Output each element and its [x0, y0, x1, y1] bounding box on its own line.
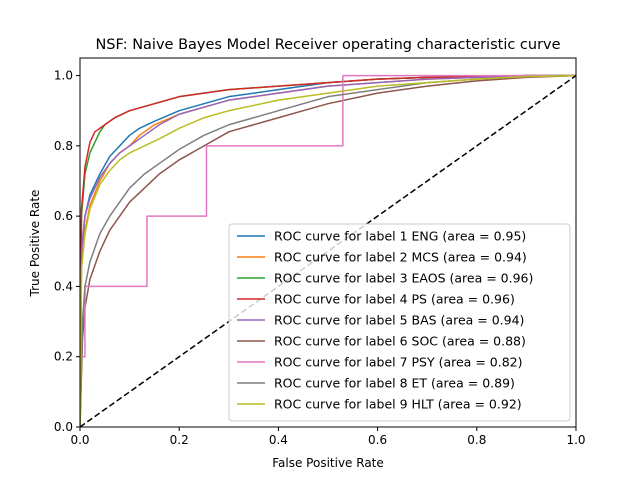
- plot-area: [80, 74, 576, 427]
- y-tick-label: 0.6: [54, 209, 73, 223]
- legend-entry-label: ROC curve for label 6 SOC (area = 0.88): [274, 334, 526, 349]
- x-tick-label: 0.2: [170, 433, 189, 447]
- legend: ROC curve for label 1 ENG (area = 0.95) R…: [228, 223, 571, 422]
- roc-curve-series-5: [80, 74, 576, 427]
- roc-curve-series-7: [80, 74, 576, 427]
- x-tick-label: 0.8: [467, 433, 486, 447]
- legend-entry-label: ROC curve for label 4 PS (area = 0.96): [274, 292, 515, 307]
- x-tick-label: 1.0: [566, 433, 585, 447]
- roc-curve-series-4: [80, 74, 576, 427]
- y-axis-label: True Positive Rate: [28, 190, 42, 298]
- x-tick-label: 0.4: [269, 433, 288, 447]
- roc-curve-series-9: [80, 74, 576, 427]
- x-tick-label: 0.6: [368, 433, 387, 447]
- legend-entry-label: ROC curve for label 5 BAS (area = 0.94): [274, 313, 524, 328]
- axis-ticks: 0.0 0.2 0.4 0.6 0.8 1.0 0.0 0.2 0.4 0.6 0.8 1.0: [54, 69, 586, 447]
- roc-curve-series-6: [80, 74, 576, 427]
- legend-entry-label: ROC curve for label 1 ENG (area = 0.95): [274, 229, 526, 244]
- legend-entry-label: ROC curve for label 3 EAOS (area = 0.96): [274, 271, 533, 286]
- y-tick-label: 0.2: [54, 350, 73, 364]
- chance-diagonal-line: [80, 74, 576, 427]
- x-axis-label: False Positive Rate: [272, 456, 384, 470]
- y-tick-label: 1.0: [54, 69, 73, 83]
- legend-box: [228, 223, 571, 422]
- chart-title: NSF: Naive Bayes Model Receiver operatin…: [95, 37, 560, 53]
- legend-entry-label: ROC curve for label 8 ET (area = 0.89): [274, 376, 515, 391]
- y-tick-label: 0.0: [54, 420, 73, 434]
- y-tick-label: 0.4: [54, 279, 73, 293]
- legend-entry-label: ROC curve for label 7 PSY (area = 0.82): [274, 355, 522, 370]
- y-tick-label: 0.8: [54, 139, 73, 153]
- x-tick-label: 0.0: [70, 433, 89, 447]
- roc-curve-series-8: [80, 74, 576, 427]
- legend-entry-label: ROC curve for label 9 HLT (area = 0.92): [274, 397, 522, 412]
- axes-frame: [79, 57, 577, 428]
- legend-entry-label: ROC curve for label 2 MCS (area = 0.94): [274, 250, 527, 265]
